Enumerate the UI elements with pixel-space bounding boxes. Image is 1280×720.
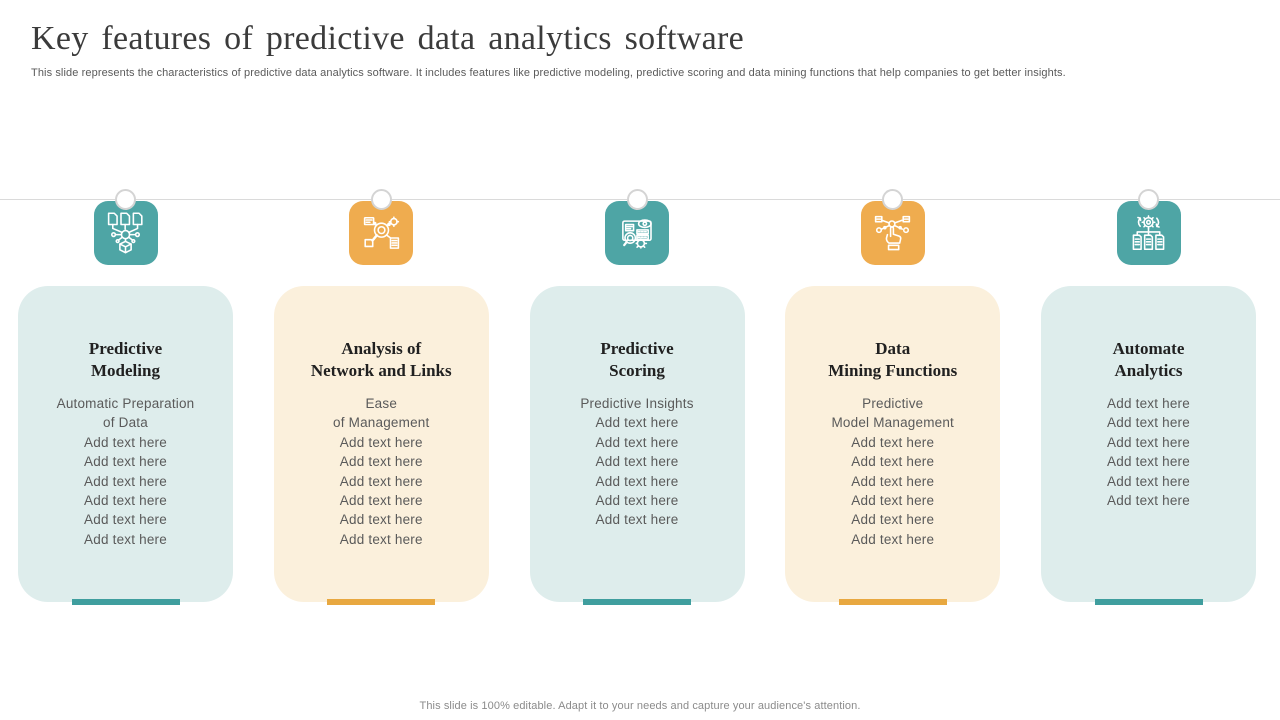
feature-title-line: Scoring xyxy=(609,361,665,380)
card-accent-bar xyxy=(1094,599,1203,605)
feature-body-line: Add text here xyxy=(595,454,679,470)
feature-body-line: Add text here xyxy=(851,512,935,528)
feature-body: Add text here Add text here Add text here A… xyxy=(1041,394,1256,510)
gear-sync-documents-icon xyxy=(1132,214,1165,250)
feature-body-line: Model Management xyxy=(831,415,955,431)
page-title: Key features of predictive data analytic… xyxy=(31,20,745,57)
feature-body-line: Predictive Insights xyxy=(580,396,694,411)
feature-card-data-mining-functions: Data Mining Functions Predictive Model Man… xyxy=(785,286,1001,605)
automate-analytics-icon-badge xyxy=(1116,201,1181,265)
feature-body-line: Add text here xyxy=(339,454,423,470)
feature-column-data-mining-functions: Data Mining Functions Predictive Model Man… xyxy=(785,189,1001,605)
feature-body-line: Add text here xyxy=(595,434,679,450)
feature-column-automate-analytics: Automate Analytics Add text here Add text … xyxy=(1041,189,1256,605)
feature-title-line: Mining Functions xyxy=(828,361,958,380)
feature-body-line: Add text here xyxy=(1107,434,1190,450)
timeline-node-circle xyxy=(882,189,904,210)
feature-body-line: Add text here xyxy=(339,512,423,528)
card-accent-bar xyxy=(71,599,180,605)
feature-body-line: of Data xyxy=(103,415,148,431)
feature-body-line: Add text here xyxy=(84,493,167,509)
feature-body-line: of Management xyxy=(333,415,430,431)
slide-header: Key features of predictive data analytic… xyxy=(31,20,1251,79)
card-accent-bar xyxy=(838,599,947,605)
feature-body-line: Add text here xyxy=(1107,473,1190,489)
feature-body-line: Add text here xyxy=(851,454,935,470)
screen-eye-magnifier-icon xyxy=(621,218,652,249)
feature-body-line: Add text here xyxy=(1107,415,1190,431)
feature-column-predictive-modeling: Predictive Modeling Automatic Preparation… xyxy=(18,189,233,605)
data-mining-icon-badge xyxy=(860,201,925,265)
feature-body: Predictive Insights Add text here Add text… xyxy=(530,394,745,530)
feature-title-line: Predictive xyxy=(88,339,163,358)
feature-body-line: Automatic Preparation xyxy=(56,396,195,411)
feature-body: Automatic Preparation of Data Add text her… xyxy=(18,394,233,549)
feature-title-line: Automate xyxy=(1112,339,1185,358)
feature-body-line: Add text here xyxy=(851,531,935,547)
feature-card-predictive-scoring: Predictive Scoring Predictive Insights Add… xyxy=(529,286,745,605)
feature-title: Predictive Scoring xyxy=(530,338,745,382)
feature-title-line: Predictive xyxy=(600,339,674,358)
feature-body-line: Add text here xyxy=(84,512,167,528)
feature-body-line: Add text here xyxy=(84,434,167,450)
feature-body-line: Add text here xyxy=(1107,454,1190,470)
feature-body-line: Add text here xyxy=(339,473,423,489)
documents-brain-cube-icon xyxy=(107,211,143,253)
feature-title-line: Data xyxy=(875,339,911,358)
timeline-node-circle xyxy=(370,189,392,210)
feature-body-line: Add text here xyxy=(84,531,167,547)
feature-title: Automate Analytics xyxy=(1041,338,1256,382)
feature-title-line: Network and Links xyxy=(310,361,452,380)
feature-body-line: Predictive xyxy=(862,396,924,411)
feature-column-predictive-scoring: Predictive Scoring Predictive Insights Add… xyxy=(529,189,745,605)
feature-body-line: Ease xyxy=(365,396,398,411)
feature-body-line: Add text here xyxy=(595,473,679,489)
slide-footer: This slide is 100% editable. Adapt it to… xyxy=(419,700,861,712)
feature-title-line: Analytics xyxy=(1114,361,1183,380)
feature-body-line: Add text here xyxy=(84,473,167,489)
features-row: Predictive Modeling Automatic Preparation… xyxy=(18,189,1256,605)
feature-body-line: Add text here xyxy=(851,493,935,509)
feature-column-analysis-of-network-and-links: Analysis of Network and Links Ease of Mana… xyxy=(273,189,489,605)
feature-body-line: Add text here xyxy=(1107,396,1190,411)
feature-body-line: Add text here xyxy=(851,434,935,450)
feature-title-line: Modeling xyxy=(91,361,160,380)
feature-body-line: Add text here xyxy=(339,434,423,450)
feature-body-line: Add text here xyxy=(339,493,423,509)
card-accent-bar xyxy=(583,599,691,605)
feature-body: Ease of Management Add text here Add text h… xyxy=(274,394,489,549)
timeline-node-circle xyxy=(1138,189,1159,210)
card-accent-bar xyxy=(327,599,436,605)
feature-card-automate-analytics: Automate Analytics Add text here Add text … xyxy=(1041,286,1256,605)
feature-body: Predictive Model Management Add text here A… xyxy=(785,394,1000,549)
magnifier-network-icon xyxy=(363,215,399,249)
feature-title: Data Mining Functions xyxy=(785,338,1000,382)
feature-card-predictive-modeling: Predictive Modeling Automatic Preparation… xyxy=(18,286,233,605)
feature-title: Analysis of Network and Links xyxy=(274,338,489,382)
feature-card-analysis-of-network-and-links: Analysis of Network and Links Ease of Mana… xyxy=(273,286,489,605)
predictive-modeling-icon-badge xyxy=(93,201,158,265)
predictive-scoring-icon-badge xyxy=(605,201,669,265)
feature-title: Predictive Modeling xyxy=(18,338,233,382)
feature-body-line: Add text here xyxy=(84,454,167,470)
feature-body-line: Add text here xyxy=(339,531,423,547)
feature-body-line: Add text here xyxy=(851,473,935,489)
feature-body-line: Add text here xyxy=(595,493,679,509)
feature-body-line: Add text here xyxy=(595,415,679,431)
timeline-node-circle xyxy=(115,189,136,210)
feature-body-line: Add text here xyxy=(1107,493,1190,509)
timeline-node-circle xyxy=(626,189,648,210)
feature-body-line: Add text here xyxy=(595,512,679,528)
slide-subtitle: This slide represents the characteristic… xyxy=(31,67,1066,79)
analysis-network-icon-badge xyxy=(349,201,414,265)
hand-touch-network-icon xyxy=(875,215,911,250)
feature-title-line: Analysis of xyxy=(341,339,422,358)
